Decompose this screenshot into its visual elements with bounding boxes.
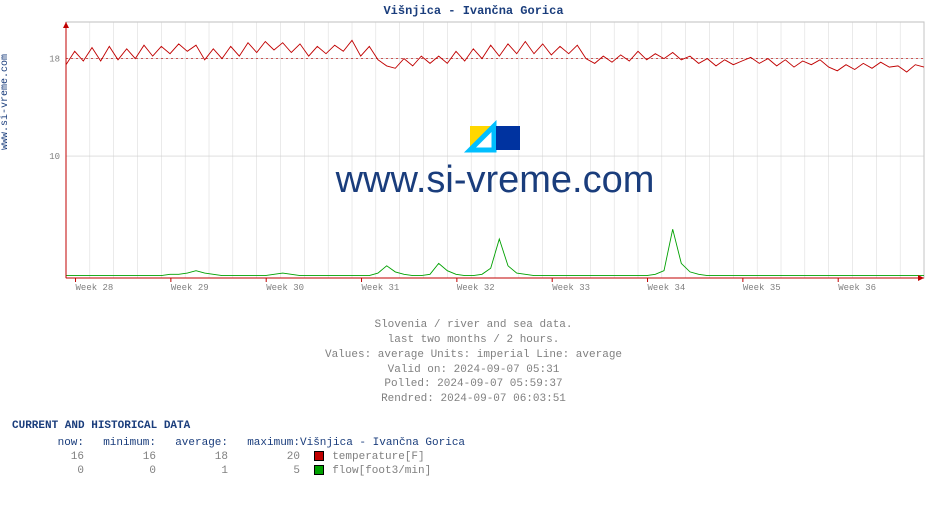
subtitle-line: Polled: 2024-09-07 05:59:37 xyxy=(0,377,947,392)
svg-text:www.si-vreme.com: www.si-vreme.com xyxy=(335,159,655,201)
data-header: CURRENT AND HISTORICAL DATA xyxy=(12,420,190,432)
col-avg: average: xyxy=(156,436,228,450)
cell: 16 xyxy=(12,450,84,464)
col-now: now: xyxy=(12,436,84,450)
swatch-icon xyxy=(314,465,324,475)
data-table: now: minimum: average: maximum: Višnjica… xyxy=(12,436,465,478)
table-row: 16 16 18 20 temperature[F] xyxy=(12,450,465,464)
swatch-cell xyxy=(300,450,332,464)
table-header-row: now: minimum: average: maximum: Višnjica… xyxy=(12,436,465,450)
swatch-icon xyxy=(314,451,324,461)
cell: 0 xyxy=(84,464,156,478)
cell: 5 xyxy=(228,464,300,478)
col-min: minimum: xyxy=(84,436,156,450)
subtitle-line: Values: average Units: imperial Line: av… xyxy=(0,348,947,363)
subtitle-line: Valid on: 2024-09-07 05:31 xyxy=(0,363,947,378)
cell: 18 xyxy=(156,450,228,464)
chart-container: Višnjica - Ivančna Gorica www.si-vreme.c… xyxy=(0,0,947,508)
series-label: temperature[F] xyxy=(332,450,465,464)
svg-text:Week 35: Week 35 xyxy=(743,283,781,293)
swatch-cell xyxy=(300,464,332,478)
cell: 20 xyxy=(228,450,300,464)
svg-text:Week 30: Week 30 xyxy=(266,283,304,293)
chart-title: Višnjica - Ivančna Gorica xyxy=(0,0,947,18)
cell: 0 xyxy=(12,464,84,478)
svg-text:Week 32: Week 32 xyxy=(457,283,495,293)
svg-text:18: 18 xyxy=(49,55,60,65)
col-max: maximum: xyxy=(228,436,300,450)
chart-area: 10 18 Week 28 Week 29 Week 30 Week 31 Week 32 W… xyxy=(36,18,936,308)
svg-text:Week 29: Week 29 xyxy=(171,283,209,293)
svg-text:Week 33: Week 33 xyxy=(552,283,590,293)
svg-text:Week 36: Week 36 xyxy=(838,283,876,293)
svg-text:Week 28: Week 28 xyxy=(76,283,114,293)
series-label: flow[foot3/min] xyxy=(332,464,465,478)
svg-text:Week 34: Week 34 xyxy=(648,283,686,293)
side-label: www.si-vreme.com xyxy=(0,54,11,150)
subtitle-line: Rendred: 2024-09-07 06:03:51 xyxy=(0,392,947,407)
cell: 16 xyxy=(84,450,156,464)
subtitle-line: Slovenia / river and sea data. xyxy=(0,318,947,333)
station-name: Višnjica - Ivančna Gorica xyxy=(300,436,465,450)
cell: 1 xyxy=(156,464,228,478)
svg-text:10: 10 xyxy=(49,152,60,162)
subtitle-line: last two months / 2 hours. xyxy=(0,333,947,348)
svg-text:Week 31: Week 31 xyxy=(362,283,400,293)
subtitle-block: Slovenia / river and sea data. last two … xyxy=(0,318,947,407)
table-row: 0 0 1 5 flow[foot3/min] xyxy=(12,464,465,478)
